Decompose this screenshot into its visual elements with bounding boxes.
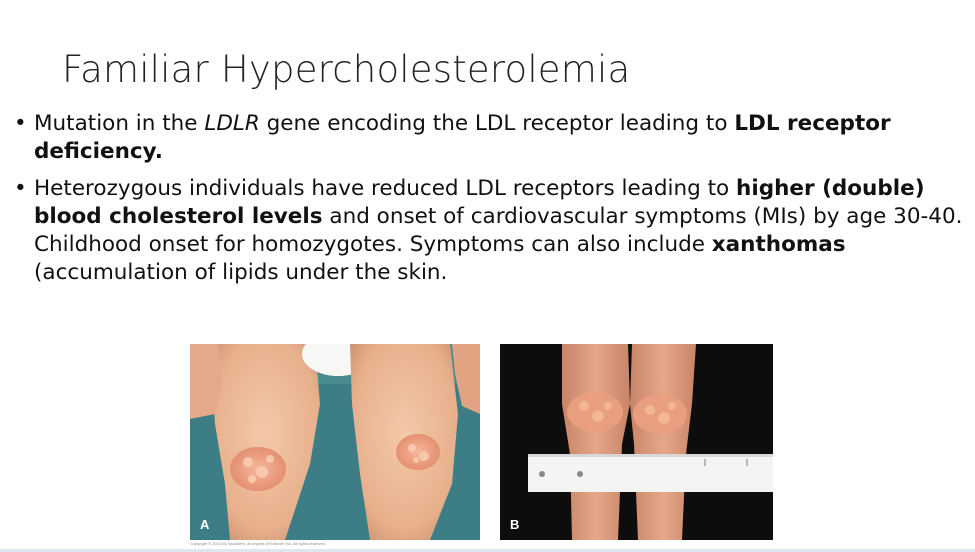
knee-photo-a-image xyxy=(190,344,480,540)
photo-label-b: B xyxy=(510,517,520,532)
bullet-text: Heterozygous individuals have reduced LD… xyxy=(34,176,963,285)
bullet-icon: • xyxy=(14,176,27,201)
bottom-divider xyxy=(0,549,975,552)
bullet-item: • Mutation in the LDLR gene encoding the… xyxy=(14,110,964,166)
slide-title: Familiar Hypercholesterolemia xyxy=(62,48,631,91)
bullet-item: • Heterozygous individuals have reduced … xyxy=(14,175,964,287)
bullet-text: Mutation in the LDLR gene encoding the L… xyxy=(34,111,891,164)
photo-knee-xanthomas-a: A xyxy=(190,344,480,540)
knee-photo-b-image xyxy=(500,344,773,540)
photo-label-a: A xyxy=(200,517,210,532)
bullet-icon: • xyxy=(14,111,27,136)
bullet-list: • Mutation in the LDLR gene encoding the… xyxy=(14,110,964,296)
photo-knee-xanthomas-b: B xyxy=(500,344,773,540)
copyright-notice: Copyright © 2013 by Saunders, an imprint… xyxy=(190,541,326,546)
